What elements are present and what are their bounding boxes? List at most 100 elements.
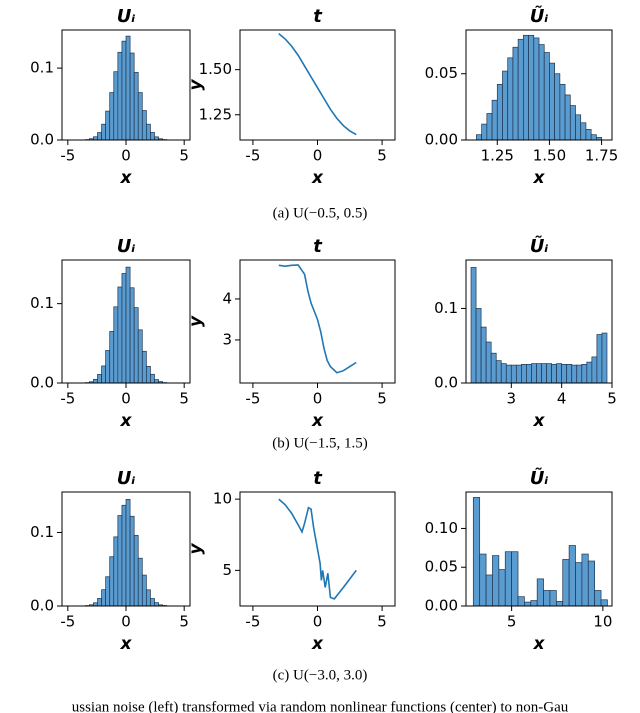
- x-axis-label: x: [533, 634, 546, 654]
- histogram-bar: [141, 350, 147, 384]
- histogram-bar: [594, 590, 602, 607]
- y-tick-label: 0.10: [425, 519, 458, 537]
- histogram-bar: [101, 123, 106, 141]
- line: [278, 498, 357, 600]
- histogram-bar: [500, 363, 507, 384]
- histogram-bar: [555, 600, 564, 607]
- histogram-bar: [475, 308, 482, 384]
- histogram-bar: [121, 504, 127, 607]
- histogram-bar: [125, 35, 131, 141]
- histogram-bar: [559, 83, 566, 141]
- histogram-bar: [581, 364, 588, 384]
- histogram-bar: [101, 589, 106, 607]
- histogram-bar: [121, 273, 127, 384]
- chart-title: Ũᵢ: [530, 466, 549, 489]
- histogram-bar: [601, 332, 608, 384]
- histogram-bar: [496, 83, 503, 141]
- caption: (b) U(−1.5, 1.5): [272, 435, 368, 451]
- histogram-bar: [575, 114, 582, 141]
- histogram-bar: [531, 363, 537, 384]
- histogram-bar: [523, 34, 529, 141]
- x-axis-label: x: [533, 168, 546, 188]
- histogram-bar: [492, 555, 500, 607]
- histogram-bar: [596, 334, 603, 384]
- histogram-bar: [491, 99, 498, 141]
- histogram-bar: [470, 267, 477, 384]
- y-tick-label: 3: [222, 330, 232, 348]
- y-axis-label: y: [186, 543, 206, 555]
- y-tick-label: 5: [222, 561, 232, 579]
- x-tick-label: 1.25: [481, 147, 514, 165]
- x-axis-label: x: [120, 411, 133, 431]
- y-tick-label: 0.0: [30, 597, 54, 615]
- histogram-bar: [556, 363, 563, 384]
- line: [278, 32, 357, 136]
- histogram-bar: [113, 71, 119, 141]
- histogram-bar: [549, 62, 555, 141]
- histogram-bar: [591, 356, 598, 384]
- histogram-bar: [536, 363, 542, 384]
- histogram-bar: [504, 551, 512, 607]
- histogram-bar: [97, 132, 102, 141]
- histogram-bar: [105, 110, 111, 141]
- histogram-bar: [576, 364, 583, 384]
- y-tick-label: 0.0: [30, 131, 54, 149]
- x-tick-label: 5: [179, 147, 189, 165]
- histogram-bar: [105, 576, 111, 607]
- y-axis-label: y: [186, 315, 206, 327]
- chart-title: Ũᵢ: [530, 234, 549, 257]
- histogram-bar: [141, 110, 147, 141]
- x-axis-label: x: [311, 411, 324, 431]
- histogram-bar: [543, 52, 550, 141]
- y-tick-label: 0.1: [30, 294, 54, 312]
- histogram-bar: [154, 602, 159, 607]
- histogram-bar: [600, 599, 608, 607]
- y-tick-label: 10: [213, 490, 232, 508]
- x-tick-label: 5: [377, 613, 387, 631]
- x-tick-label: -5: [245, 390, 260, 408]
- histogram-bar: [524, 601, 532, 607]
- histogram-bar: [150, 598, 155, 607]
- histogram-bar: [551, 364, 557, 384]
- histogram-bar: [109, 556, 115, 607]
- histogram-bar: [481, 123, 488, 141]
- x-tick-label: 5: [377, 390, 387, 408]
- plot-frame: [239, 491, 396, 607]
- histogram-bar: [479, 553, 487, 607]
- x-tick-label: 5: [377, 147, 387, 165]
- x-tick-label: -5: [245, 147, 260, 165]
- y-tick-label: 4: [222, 289, 232, 307]
- histogram-bar: [486, 113, 493, 141]
- x-tick-label: 3: [507, 390, 517, 408]
- histogram-bar: [137, 329, 143, 384]
- y-tick-label: 1.25: [199, 105, 232, 123]
- x-tick-label: 0: [121, 613, 131, 631]
- histogram-bar: [569, 105, 576, 141]
- chart-title: Uᵢ: [117, 6, 136, 27]
- x-tick-label: 1.75: [585, 147, 618, 165]
- histogram-bar: [554, 73, 561, 141]
- chart-title: Ũᵢ: [530, 4, 549, 27]
- x-tick-label: -5: [60, 147, 75, 165]
- histogram-bar: [502, 70, 509, 141]
- histogram-bar: [528, 34, 535, 141]
- histogram-bar: [141, 574, 147, 607]
- histogram-bar: [93, 378, 98, 384]
- plot-frame: [465, 259, 613, 384]
- x-tick-label: 5: [607, 390, 617, 408]
- plot-frame: [239, 29, 396, 141]
- histogram-bar: [498, 569, 506, 607]
- histogram-bar: [549, 590, 557, 607]
- histogram-bar: [511, 551, 519, 607]
- x-tick-label: 5: [179, 613, 189, 631]
- histogram-bar: [590, 134, 597, 141]
- plot-frame: [465, 29, 613, 141]
- histogram-bar: [125, 499, 131, 607]
- caption: (a) U(−0.5, 0.5): [273, 205, 368, 221]
- histogram-bar: [586, 361, 593, 384]
- plot-frame: [239, 259, 396, 384]
- histogram-bar: [129, 52, 135, 141]
- histogram-bar: [113, 306, 119, 384]
- histogram-bar: [97, 374, 102, 384]
- histogram-bar: [543, 590, 551, 607]
